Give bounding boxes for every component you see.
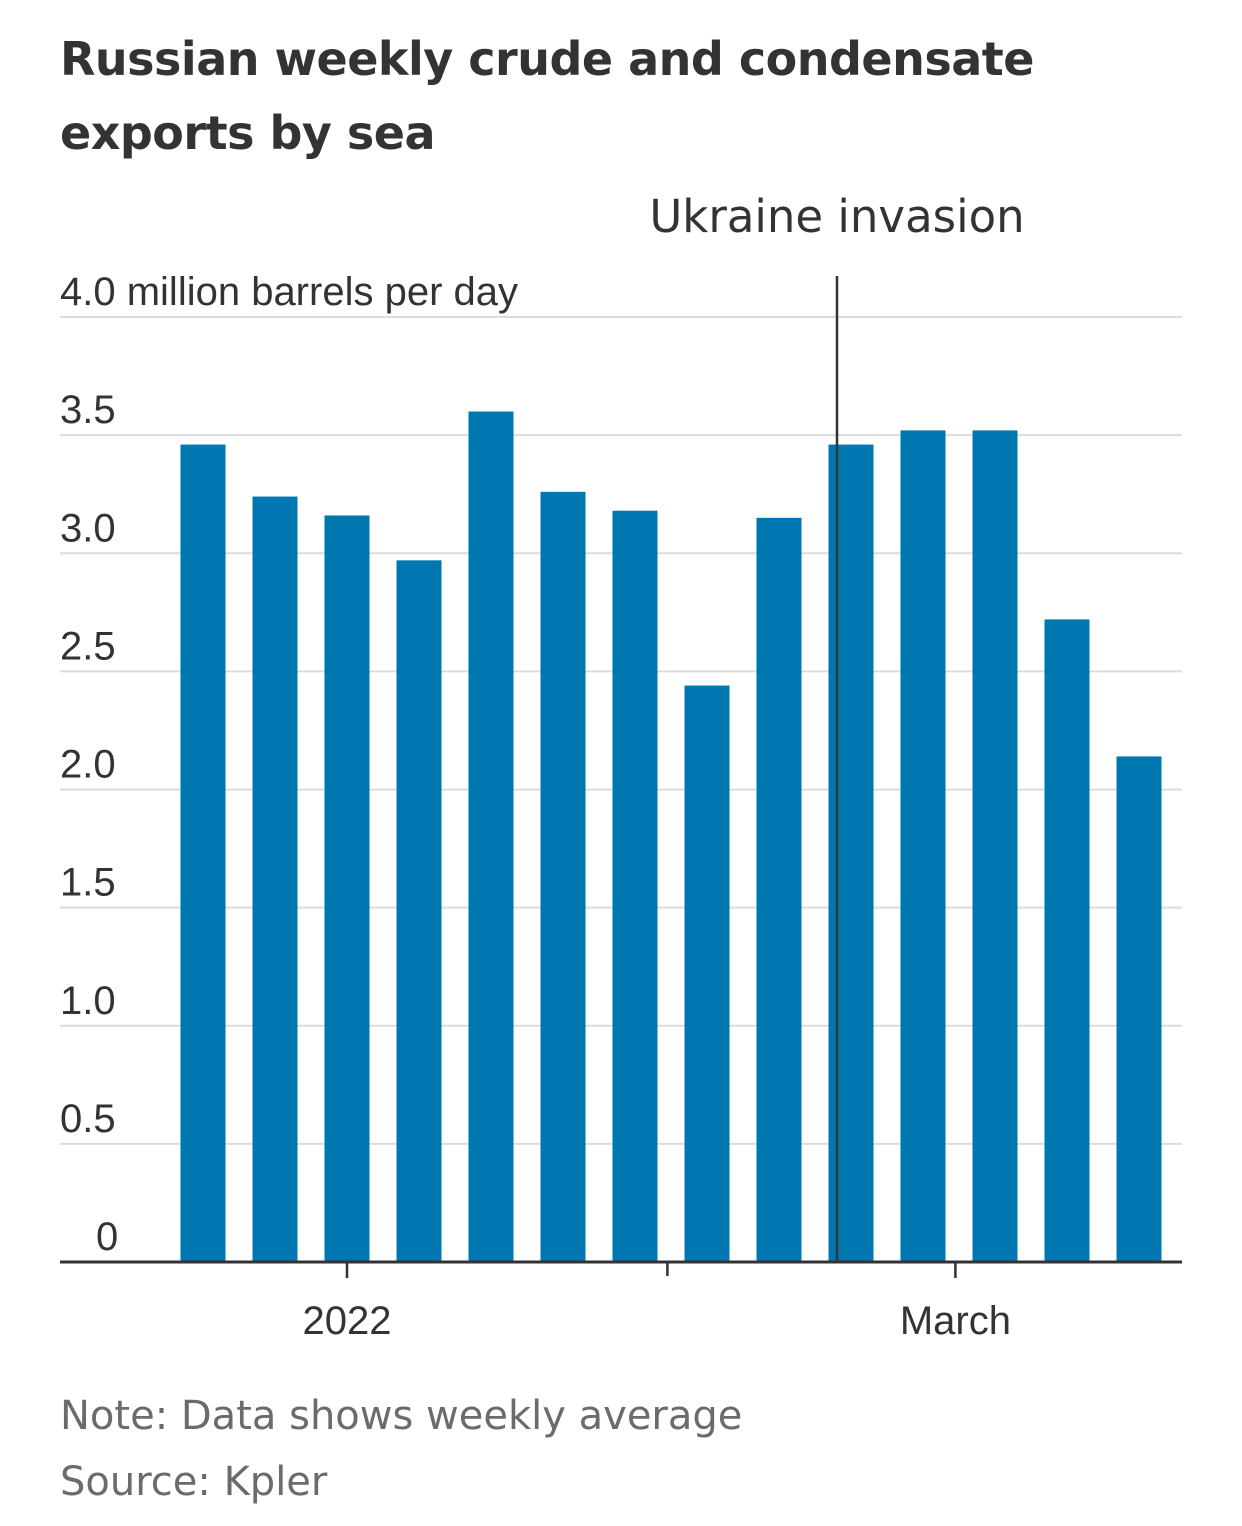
y-tick-label: 1.5: [60, 861, 116, 905]
y-tick-label: 1.0: [60, 979, 116, 1023]
bar: [468, 411, 514, 1262]
bar: [900, 430, 946, 1262]
bar: [180, 444, 226, 1262]
x-axis: 2022 March: [60, 1260, 1182, 1343]
annotation: Ukraine invasion: [649, 190, 1025, 1262]
bar: [756, 517, 802, 1262]
bar-chart: 0 0.5 1.0 1.5 2.0 2.5 3.0 3.5 4.0 million barrel…: [60, 190, 1182, 1343]
bar: [1116, 756, 1162, 1262]
bar: [972, 430, 1018, 1262]
bar: [1044, 619, 1090, 1262]
bar: [684, 685, 730, 1262]
bars: [180, 411, 1162, 1263]
y-tick-label: 3.0: [60, 506, 116, 550]
y-tick-label: 0.5: [60, 1097, 116, 1141]
y-tick-label: 2.0: [60, 743, 116, 787]
chart-source: Source: Kpler: [60, 1459, 328, 1505]
chart-note: Note: Data shows weekly average: [60, 1393, 743, 1439]
y-axis-unit-label: 4.0 million barrels per day: [60, 270, 518, 314]
x-tick-label: 2022: [303, 1299, 392, 1343]
y-tick-label: 0: [96, 1215, 118, 1259]
bar: [828, 444, 874, 1262]
x-tick-label: March: [900, 1299, 1011, 1343]
bar: [324, 515, 370, 1262]
bar: [396, 560, 442, 1262]
bar: [252, 496, 298, 1262]
bar: [540, 491, 586, 1262]
y-tick-label: 3.5: [60, 388, 116, 432]
chart-title: Russian weekly crude and condensate expo…: [60, 32, 1034, 160]
y-tick-label: 2.5: [60, 624, 116, 668]
annotation-label: Ukraine invasion: [649, 190, 1024, 243]
bar: [612, 510, 658, 1263]
y-axis-labels: 0 0.5 1.0 1.5 2.0 2.5 3.0 3.5 4.0 million barrel…: [60, 270, 518, 1259]
